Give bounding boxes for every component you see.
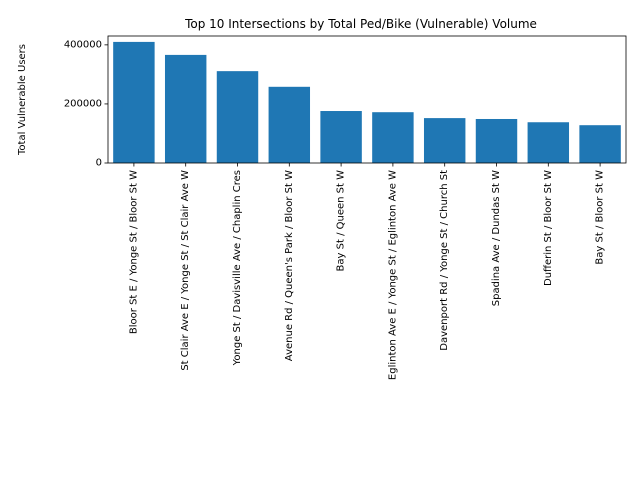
x-tick-label: Bay St / Bloor St W [595, 170, 606, 265]
bar-4 [268, 86, 311, 163]
bar-9 [527, 122, 570, 163]
x-tick-label: Spadina Ave / Dundas St W [491, 170, 502, 306]
bar-3 [216, 71, 259, 163]
x-axis-ticks: Bloor St E / Yonge St / Bloor St W St Cla… [128, 163, 606, 380]
bar-10 [579, 125, 621, 163]
bar-6 [372, 112, 414, 163]
bar-8 [475, 118, 518, 163]
x-tick-label: Bloor St E / Yonge St / Bloor St W [128, 170, 139, 334]
bar-7 [423, 118, 466, 163]
x-tick-label: St Clair Ave E / Yonge St / St Clair Ave… [180, 170, 191, 371]
bar-2 [164, 54, 207, 163]
y-tick-label: 400000 [64, 39, 102, 50]
plot-frame [107, 35, 627, 164]
y-axis-ticks: 0 200000 400000 [64, 39, 108, 169]
x-tick-label: Eglinton Ave E / Yonge St / Eglinton Ave… [387, 170, 398, 380]
bars-group [113, 41, 621, 163]
bar-5 [320, 111, 362, 163]
x-tick-label: Yonge St / Davisville Ave / Chaplin Cres [232, 170, 243, 366]
x-tick-label: Avenue Rd / Queen's Park / Bloor St W [284, 170, 295, 361]
x-tick-label: Dufferin St / Bloor St W [543, 170, 554, 286]
y-tick-label: 0 [96, 158, 102, 169]
y-axis-label: Total Vulnerable Users [17, 44, 28, 156]
bar-1 [113, 41, 155, 163]
chart-title: Top 10 Intersections by Total Ped/Bike (… [184, 17, 537, 31]
x-tick-label: Bay St / Queen St W [336, 170, 347, 272]
y-tick-label: 200000 [64, 98, 102, 109]
x-tick-label: Davenport Rd / Yonge St / Church St [439, 170, 450, 351]
